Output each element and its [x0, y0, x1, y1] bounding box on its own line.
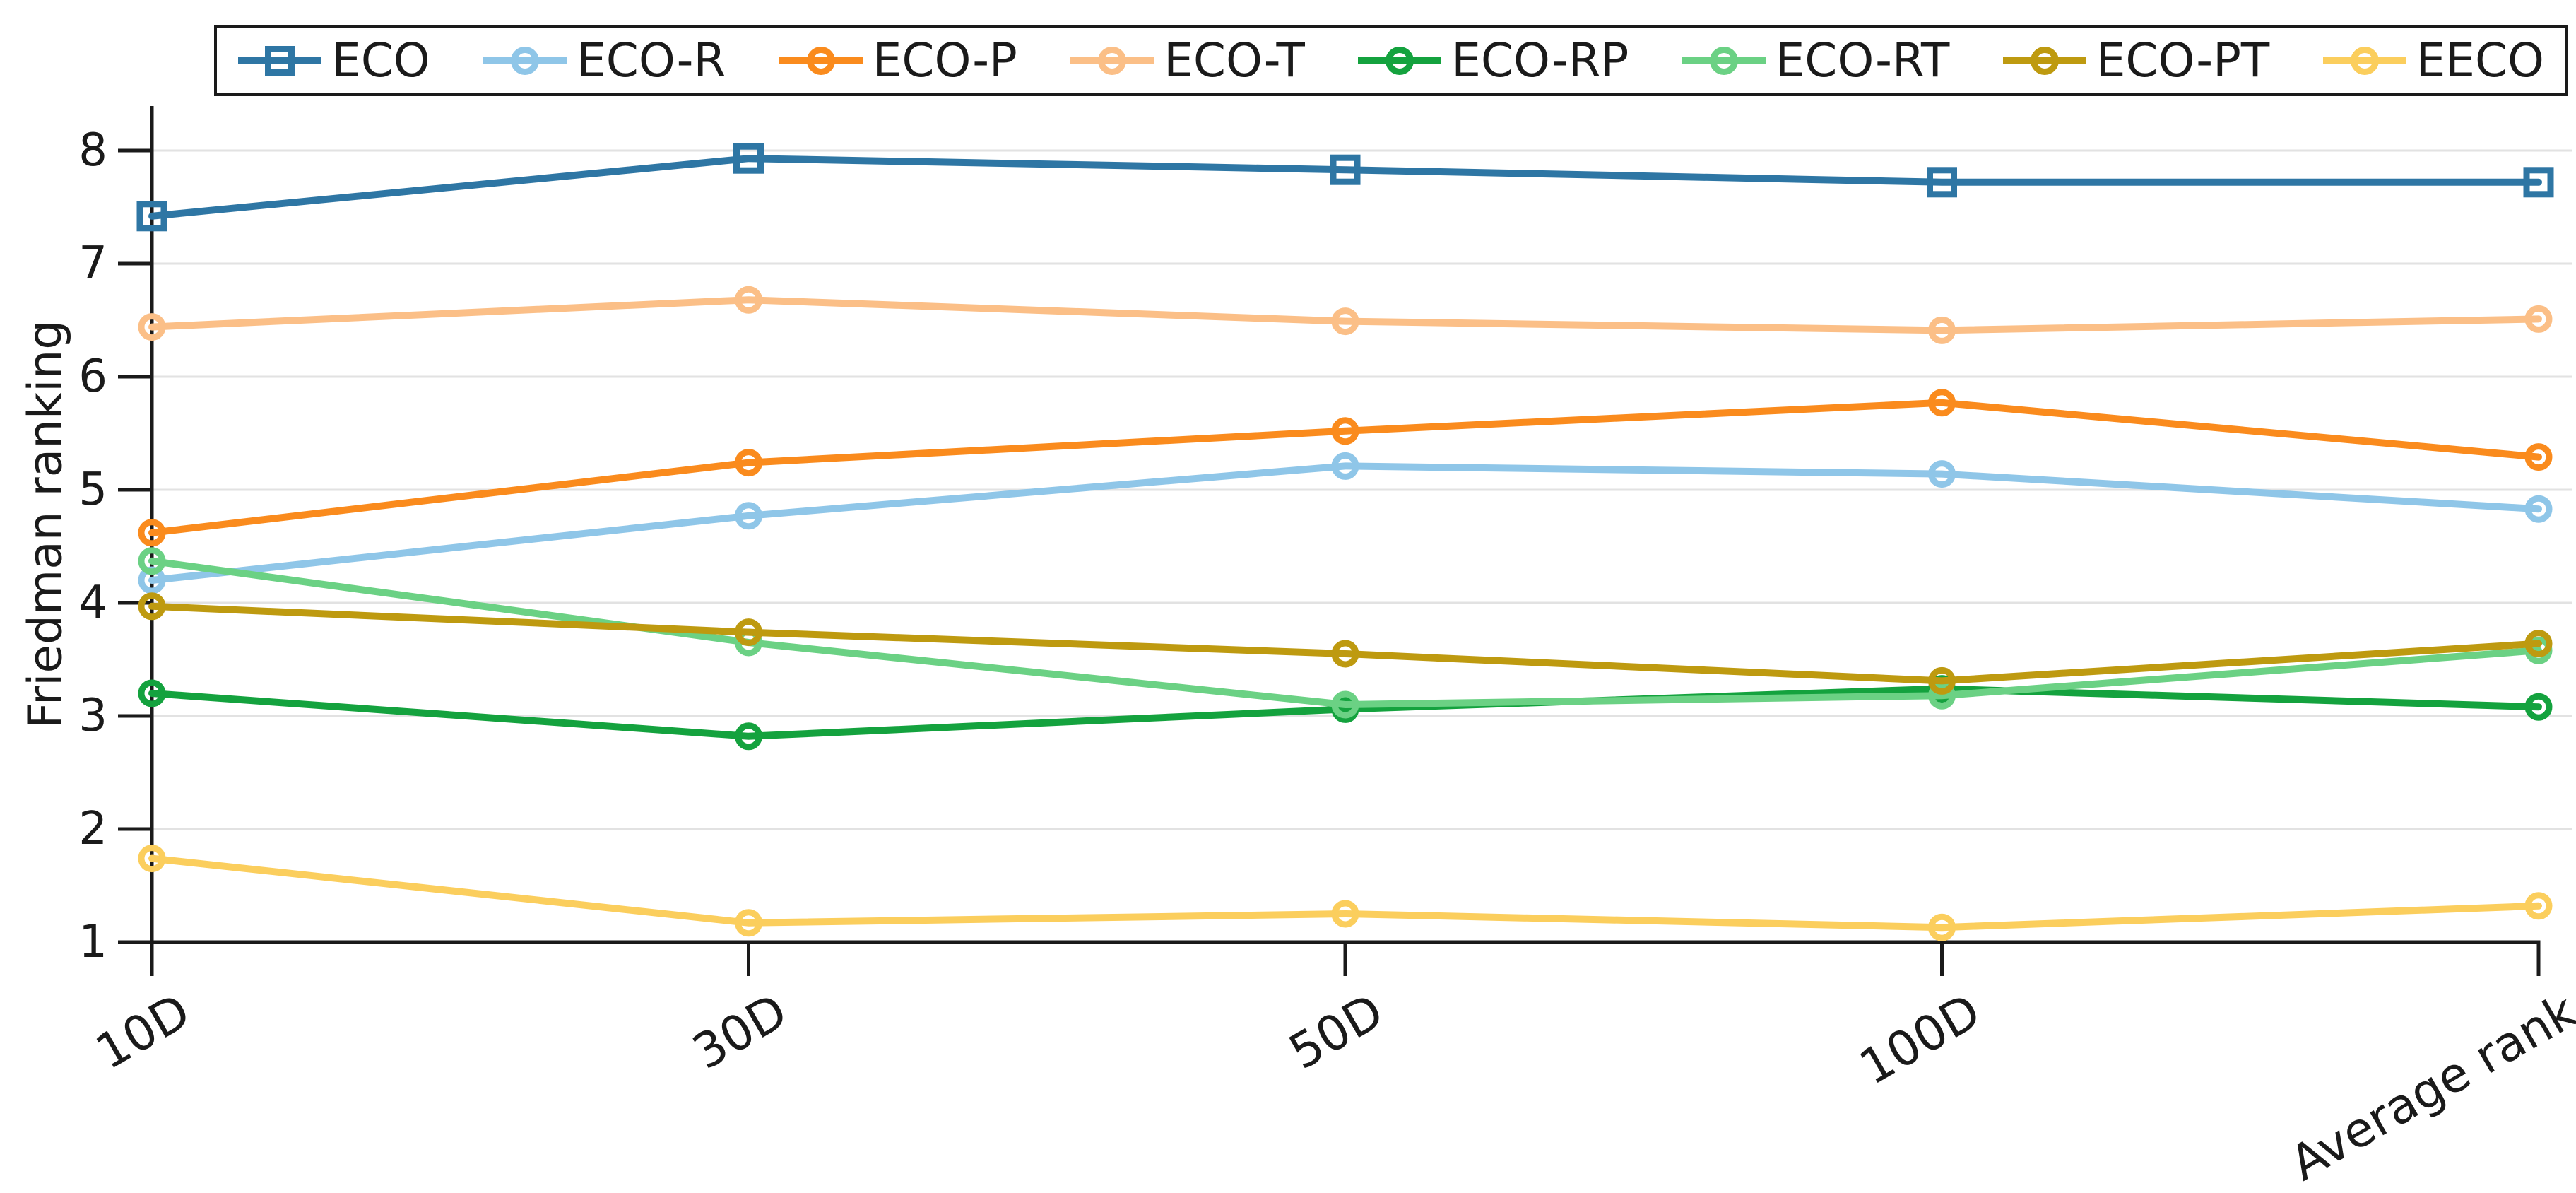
legend-label: EECO [2416, 33, 2544, 88]
legend-circle-marker-icon [2002, 46, 2086, 76]
legend-circle-marker-icon [2322, 46, 2406, 76]
y-tick-label-3: 3 [78, 690, 107, 742]
legend-label: ECO-RT [1775, 33, 1950, 88]
marker-ECO-50D [1330, 154, 1361, 185]
marker-ECO-R-50D [1331, 452, 1359, 480]
series-ECO-PT [138, 592, 2553, 695]
marker-ECO-RT-10D [138, 547, 166, 575]
legend-item-eco-pt: ECO-PT [2002, 33, 2270, 88]
marker-ECO-R-30D [735, 502, 762, 530]
marker-EECO-100D [1928, 913, 1956, 941]
legend-label: ECO-T [1164, 33, 1305, 88]
y-tick-label-6: 6 [78, 351, 107, 403]
marker-EECO-50D [1331, 900, 1359, 928]
marker-ECO-PT-10D [138, 592, 166, 621]
y-tick-label-1: 1 [78, 916, 107, 968]
legend-item-eco-p: ECO-P [779, 37, 1017, 84]
marker-ECO-T-100D [1928, 316, 1956, 344]
marker-ECO-RP-10D [138, 679, 166, 707]
marker-ECO-10D [136, 201, 167, 232]
legend-label: ECO-P [872, 33, 1017, 88]
marker-ECO-R-100D [1928, 460, 1956, 488]
legend: ECO ECO-R ECO-P ECO-T ECO-RP ECO-RT ECO-PT EECO [214, 25, 2568, 96]
marker-ECO-P-10D [138, 519, 166, 547]
legend-label: ECO-R [577, 33, 726, 88]
legend-square-marker-icon [238, 46, 321, 76]
y-tick-label-2: 2 [78, 803, 107, 855]
y-tick-label-4: 4 [78, 577, 107, 629]
marker-ECO-PT-50D [1331, 640, 1359, 668]
series-ECO-RT [138, 547, 2553, 719]
legend-item-eco: ECO [238, 37, 430, 84]
legend-circle-marker-icon [779, 46, 863, 76]
marker-ECO-30D [733, 143, 764, 174]
y-tick-label-5: 5 [78, 464, 107, 516]
series-ECO-P [138, 389, 2553, 547]
marker-ECO-T-10D [138, 313, 166, 341]
marker-ECO-PT-Average rank [2524, 630, 2553, 658]
gridlines [152, 149, 2572, 830]
legend-item-eco-r: ECO-R [483, 37, 726, 84]
legend-label: ECO-RP [1451, 33, 1629, 88]
legend-circle-marker-icon [1070, 46, 1154, 76]
legend-item-eco-rp: ECO-RP [1358, 37, 1629, 84]
marker-ECO-T-30D [735, 286, 762, 314]
y-tick-marks [118, 148, 152, 944]
series-ECO-T [138, 286, 2553, 344]
marker-ECO-RP-Average rank [2524, 693, 2553, 721]
y-axis-label: Friedman ranking [18, 319, 73, 729]
marker-ECO-PT-30D [735, 618, 762, 647]
legend-label: ECO-PT [2096, 33, 2270, 88]
marker-ECO-P-100D [1928, 389, 1956, 417]
x-tick-marks [150, 942, 2541, 976]
marker-ECO-P-Average rank [2524, 443, 2553, 471]
marker-ECO-PT-100D [1928, 666, 1956, 695]
marker-ECO-P-30D [735, 449, 762, 477]
marker-EECO-30D [735, 909, 762, 937]
marker-EECO-Average rank [2524, 892, 2553, 920]
legend-label: ECO [331, 33, 430, 88]
series-ECO-R [138, 452, 2553, 594]
marker-ECO-RT-100D [1928, 681, 1956, 710]
series-EECO [138, 845, 2553, 941]
marker-ECO-100D [1927, 167, 1957, 198]
marker-ECO-RP-30D [735, 722, 762, 751]
y-tick-label-7: 7 [78, 237, 107, 290]
axis-spines [150, 106, 2541, 944]
marker-EECO-10D [138, 845, 166, 873]
legend-item-eeco: EECO [2322, 33, 2544, 88]
legend-circle-marker-icon [1358, 46, 1442, 76]
marker-ECO-Average rank [2523, 167, 2554, 198]
marker-ECO-R-Average rank [2524, 495, 2553, 523]
marker-ECO-T-50D [1331, 307, 1359, 336]
marker-ECO-T-Average rank [2524, 305, 2553, 333]
y-tick-label-8: 8 [78, 124, 107, 177]
series-ECO [136, 143, 2554, 232]
legend-item-eco-rt: ECO-RT [1682, 33, 1950, 88]
legend-circle-marker-icon [1682, 46, 1766, 76]
marker-ECO-RT-50D [1331, 690, 1359, 719]
legend-circle-marker-icon [483, 46, 567, 76]
marker-ECO-P-50D [1331, 417, 1359, 445]
legend-item-eco-t: ECO-T [1070, 37, 1305, 84]
